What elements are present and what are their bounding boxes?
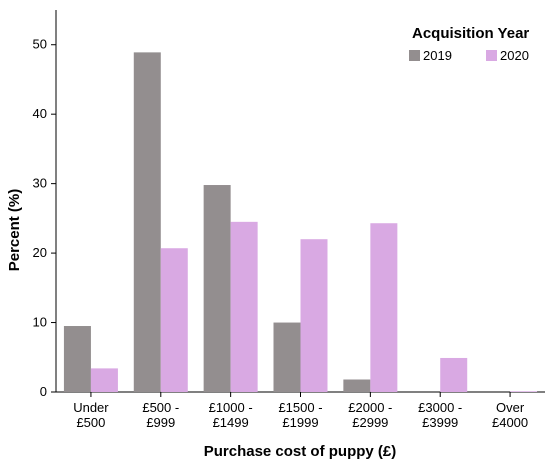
y-tick-label: 30	[33, 176, 47, 191]
x-tick-label: £2000 -£2999	[348, 400, 392, 430]
x-tick-label: £1500 -£1999	[278, 400, 322, 430]
x-axis-title: Purchase cost of puppy (£)	[204, 443, 397, 460]
bar-2019	[343, 379, 371, 392]
bars	[63, 52, 538, 392]
bar-2019	[63, 326, 91, 392]
bar-2019	[133, 52, 161, 392]
x-tick-labels: Under £500 £500 -£999 £1000 -£1499 £1500 -£1…	[73, 392, 528, 430]
y-tick-labels: 0 10 20 30 40 50	[33, 37, 56, 399]
bar-2020	[160, 248, 188, 392]
bar-2020	[510, 391, 538, 392]
legend-title: Acquisition Year	[412, 25, 529, 42]
legend-swatch-2019	[409, 50, 420, 61]
y-tick-label: 40	[33, 106, 47, 121]
bar-2020	[90, 368, 118, 392]
y-tick-label: 0	[40, 384, 47, 399]
x-tick-label: Under £500	[73, 400, 109, 430]
x-tick-label: £3000 -£3999	[418, 400, 462, 430]
y-tick-label: 50	[33, 37, 47, 52]
bar-2020	[300, 239, 328, 392]
bar-2019	[203, 185, 231, 392]
x-tick-label: £500 -£999	[142, 400, 179, 430]
legend-label-2020: 2020	[500, 48, 529, 63]
y-tick-label: 10	[33, 315, 47, 330]
legend-swatch-2020	[486, 50, 497, 61]
legend-label-2019: 2019	[423, 48, 452, 63]
x-tick-label: Over £4000	[492, 400, 528, 430]
legend: Acquisition Year 2019 2020	[409, 25, 529, 63]
bar-2020	[440, 357, 468, 392]
y-tick-label: 20	[33, 245, 47, 260]
bar-2020	[230, 221, 258, 392]
bar-2020	[370, 223, 398, 392]
bar-2019	[273, 322, 301, 392]
y-axis-title: Percent (%)	[6, 189, 23, 272]
x-tick-label: £1000 -£1499	[209, 400, 253, 430]
